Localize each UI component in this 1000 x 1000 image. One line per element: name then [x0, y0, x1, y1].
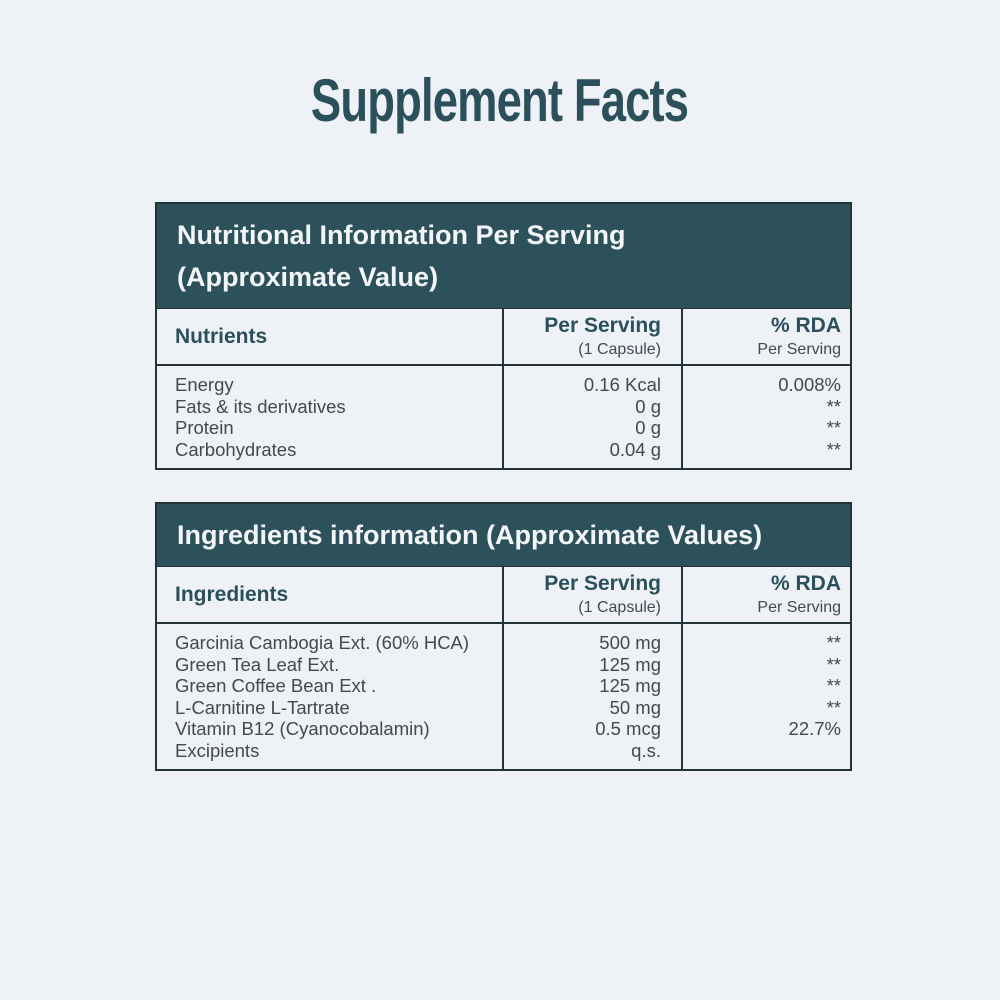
nutrition-table-title-line1: Nutritional Information Per Serving: [177, 220, 626, 250]
nutrition-table-title: Nutritional Information Per Serving (App…: [157, 204, 850, 309]
nutrient-rda: **: [826, 417, 841, 438]
ingredient-name: Green Tea Leaf Ext.: [175, 653, 340, 675]
nutrient-rda: 0.008%: [778, 374, 841, 395]
page-title: Supplement Facts: [0, 66, 1000, 134]
column-header-rda: % RDA Per Serving: [681, 309, 850, 364]
column-header-nutrients: Nutrients: [175, 324, 268, 348]
ingredient-rda: 22.7%: [788, 718, 841, 739]
ingredient-name: Vitamin B12 (Cyanocobalamin): [175, 718, 430, 739]
ingredient-name: Excipients: [175, 739, 260, 761]
nutrient-name: Carbohydrates: [175, 438, 297, 460]
nutrition-table: Nutritional Information Per Serving (App…: [155, 202, 852, 470]
ingredients-table-title-line1: Ingredients information (Approximate Val…: [177, 520, 763, 550]
nutrient-name: Energy: [175, 374, 234, 395]
nutrition-table-body: Energy Fats & its derivatives Protein Ca…: [157, 366, 850, 468]
nutrition-table-title-line2: (Approximate Value): [177, 262, 439, 292]
nutrient-amount: 0 g: [635, 395, 661, 417]
ingredients-table: Ingredients information (Approximate Val…: [155, 502, 852, 771]
nutrient-name-column: Energy Fats & its derivatives Protein Ca…: [157, 366, 502, 468]
column-header-per-serving: Per Serving (1 Capsule): [502, 567, 681, 622]
ingredient-amount: 0.5 mcg: [595, 718, 661, 739]
nutrient-name: Fats & its derivatives: [175, 395, 346, 417]
ingredient-rda: **: [826, 696, 841, 718]
ingredient-amount: q.s.: [631, 739, 661, 761]
column-header-ingredients: Ingredients: [175, 582, 289, 606]
column-header-per-serving: Per Serving (1 Capsule): [502, 309, 681, 364]
nutrient-rda-column: 0.008% ** ** **: [681, 366, 850, 468]
ingredient-amount: 500 mg: [599, 632, 661, 653]
nutrient-amount: 0 g: [635, 417, 661, 438]
nutrient-amount-column: 0.16 Kcal 0 g 0 g 0.04 g: [502, 366, 681, 468]
ingredient-name: Garcinia Cambogia Ext. (60% HCA): [175, 632, 470, 653]
ingredient-name-column: Garcinia Cambogia Ext. (60% HCA) Green T…: [157, 624, 502, 769]
ingredients-table-body: Garcinia Cambogia Ext. (60% HCA) Green T…: [157, 624, 850, 769]
nutrition-column-header-row: Nutrients Per Serving (1 Capsule) % RDA …: [157, 309, 850, 366]
page-title-text: Supplement Facts: [311, 67, 689, 135]
nutrient-rda: **: [826, 395, 841, 417]
ingredient-amount: 125 mg: [599, 653, 661, 675]
ingredient-name: Green Coffee Bean Ext .: [175, 675, 377, 696]
ingredient-rda-column: ** ** ** ** 22.7%: [681, 624, 850, 769]
nutrient-amount: 0.16 Kcal: [583, 374, 661, 395]
ingredient-rda: **: [826, 632, 841, 653]
ingredients-column-header-row: Ingredients Per Serving (1 Capsule) % RD…: [157, 567, 850, 624]
ingredient-rda: **: [826, 653, 841, 675]
nutrient-amount: 0.04 g: [609, 438, 661, 460]
ingredient-name: L-Carnitine L-Tartrate: [175, 696, 350, 718]
nutrient-name: Protein: [175, 417, 234, 438]
ingredient-rda: **: [826, 675, 841, 696]
nutrient-rda: **: [826, 438, 841, 460]
column-header-rda: % RDA Per Serving: [681, 567, 850, 622]
ingredient-amount-column: 500 mg 125 mg 125 mg 50 mg 0.5 mcg q.s.: [502, 624, 681, 769]
ingredients-table-title: Ingredients information (Approximate Val…: [157, 504, 850, 567]
ingredient-amount: 50 mg: [609, 696, 661, 718]
ingredient-amount: 125 mg: [599, 675, 661, 696]
